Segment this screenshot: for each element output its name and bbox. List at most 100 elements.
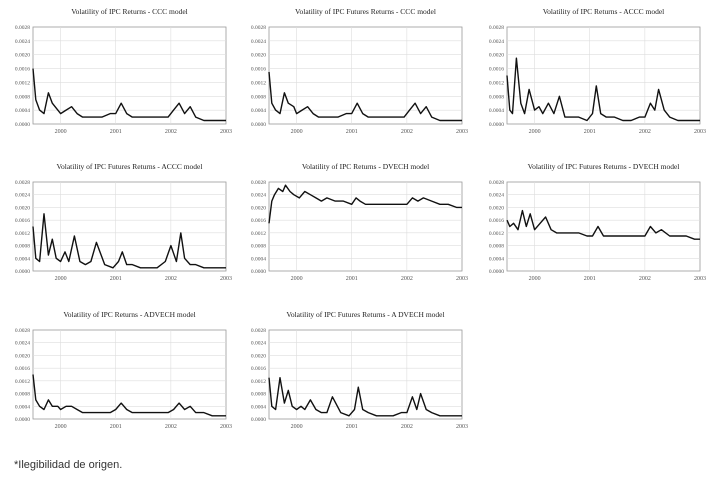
x-tick-label: 2001 [110,424,122,430]
y-tick-label: 0.0024 [15,39,30,45]
y-tick-label: 0.0016 [251,67,266,73]
chart-panel-8: Volatility of IPC Futures Returns - A DV… [251,310,468,430]
y-tick-label: 0.0024 [251,193,266,199]
chart-title: Volatility of IPC Futures Returns - ACCC… [57,162,203,171]
x-tick-label: 2001 [110,129,122,135]
x-tick-label: 2001 [584,276,596,282]
y-tick-label: 0.0000 [251,417,266,423]
y-tick-label: 0.0016 [251,366,266,372]
chart-title: Volatility of IPC Returns - CCC model [71,7,188,16]
y-tick-label: 0.0004 [489,256,504,262]
x-tick-label: 2003 [694,129,706,135]
volatility-series-line [506,209,700,240]
x-tick-label: 2000 [291,276,303,282]
chart-title: Volatility of IPC Futures Returns - A DV… [286,310,444,319]
y-tick-label: 0.0024 [15,193,30,199]
y-tick-label: 0.0012 [489,80,504,86]
x-tick-label: 2000 [529,276,541,282]
chart-title: Volatility of IPC Returns - DVECH model [302,162,429,171]
y-tick-label: 0.0012 [15,231,30,237]
y-tick-label: 0.0000 [489,122,504,128]
y-tick-label: 0.0012 [15,80,30,86]
y-tick-label: 0.0024 [251,39,266,45]
x-tick-label: 2003 [220,424,232,430]
y-tick-label: 0.0028 [251,25,266,31]
y-tick-label: 0.0028 [489,25,504,31]
y-tick-label: 0.0016 [15,218,30,224]
y-tick-label: 0.0004 [251,256,266,262]
x-tick-label: 2000 [291,424,303,430]
x-tick-label: 2000 [291,129,303,135]
y-tick-label: 0.0028 [15,25,30,31]
volatility-series-line [268,377,462,417]
volatility-series-line [506,57,700,122]
chart-panel-2: Volatility of IPC Futures Returns - CCC … [251,7,468,135]
x-tick-label: 2003 [456,424,468,430]
y-tick-label: 0.0008 [251,392,266,398]
y-tick-label: 0.0000 [15,122,30,128]
x-tick-label: 2002 [165,424,177,430]
y-tick-label: 0.0012 [251,379,266,385]
x-tick-label: 2001 [346,424,358,430]
y-tick-label: 0.0028 [15,180,30,186]
x-tick-label: 2003 [694,276,706,282]
chart-title: Volatility of IPC Futures Returns - CCC … [295,7,436,16]
y-tick-label: 0.0004 [15,404,30,410]
y-tick-label: 0.0020 [489,205,504,211]
y-tick-label: 0.0016 [251,218,266,224]
volatility-series-line [32,68,226,122]
y-tick-label: 0.0020 [15,353,30,359]
x-tick-label: 2002 [401,424,413,430]
y-tick-label: 0.0000 [15,417,30,423]
chart-panel-7: Volatility of IPC Returns - ADVECH model… [15,310,232,430]
y-tick-label: 0.0008 [489,94,504,100]
x-tick-label: 2001 [346,276,358,282]
y-tick-label: 0.0016 [489,218,504,224]
y-tick-label: 0.0016 [15,366,30,372]
y-tick-label: 0.0004 [489,108,504,114]
y-tick-label: 0.0004 [251,404,266,410]
plot-frame [32,329,227,420]
y-tick-label: 0.0020 [251,53,266,59]
y-tick-label: 0.0008 [15,94,30,100]
y-tick-label: 0.0016 [15,67,30,73]
y-tick-label: 0.0000 [251,122,266,128]
footnote: *Ilegibilidad de origen. [14,459,123,471]
y-tick-label: 0.0008 [251,244,266,250]
x-tick-label: 2003 [220,276,232,282]
y-tick-label: 0.0008 [15,392,30,398]
y-tick-label: 0.0012 [15,379,30,385]
y-tick-label: 0.0012 [251,80,266,86]
plot-frame [268,181,463,272]
plot-frame [268,329,463,420]
y-tick-label: 0.0008 [15,244,30,250]
y-tick-label: 0.0004 [15,256,30,262]
volatility-series-line [268,71,462,122]
volatility-series-line [32,374,226,417]
y-tick-label: 0.0008 [489,244,504,250]
x-tick-label: 2003 [456,276,468,282]
y-tick-label: 0.0024 [489,193,504,199]
y-tick-label: 0.0020 [15,53,30,59]
x-tick-label: 2002 [639,129,651,135]
x-tick-label: 2003 [456,129,468,135]
chart-panel-6: Volatility of IPC Futures Returns - DVEC… [489,162,706,282]
x-tick-label: 2000 [55,129,67,135]
y-tick-label: 0.0020 [15,205,30,211]
plot-frame [506,181,701,272]
y-tick-label: 0.0000 [15,269,30,275]
volatility-series-line [32,213,226,269]
volatility-charts-grid: Volatility of IPC Returns - CCC model 0.0… [15,7,706,430]
y-tick-label: 0.0028 [251,328,266,334]
x-tick-label: 2000 [55,276,67,282]
x-tick-label: 2002 [401,129,413,135]
x-tick-label: 2001 [110,276,122,282]
y-tick-label: 0.0016 [489,67,504,73]
y-tick-label: 0.0024 [15,341,30,347]
volatility-series-line [268,184,462,224]
x-tick-label: 2003 [220,129,232,135]
y-tick-label: 0.0020 [251,205,266,211]
x-tick-label: 2000 [55,424,67,430]
y-tick-label: 0.0000 [489,269,504,275]
y-tick-label: 0.0028 [15,328,30,334]
